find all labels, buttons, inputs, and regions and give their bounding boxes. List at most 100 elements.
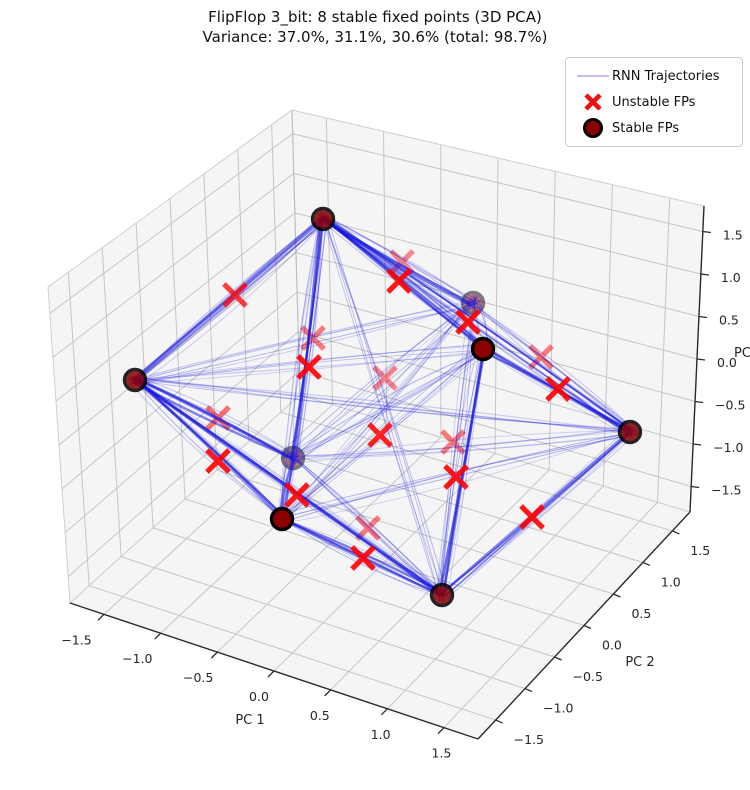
stable-fp-marker: [617, 419, 643, 445]
rnn-trajectory: [132, 376, 632, 435]
rnn-trajectory: [132, 374, 299, 458]
unstable-fp-marker: [386, 268, 412, 294]
rnn-trajectory: [131, 299, 484, 381]
rnn-trajectory: [285, 450, 446, 600]
legend: RNN Trajectories Unstable FPs Stable FPs: [565, 57, 743, 147]
rnn-trajectory: [279, 209, 324, 529]
rnn-trajectory: [322, 217, 444, 593]
rnn-trajectory: [319, 207, 450, 601]
axes-grid: [49, 117, 703, 729]
rnn-trajectory: [289, 433, 636, 461]
unstable-fp-marker: [440, 429, 466, 455]
rnn-trajectory: [131, 378, 284, 517]
tick-label: 0.5: [631, 606, 651, 621]
grid-line: [548, 171, 556, 470]
rnn-trajectory: [446, 341, 481, 598]
rnn-trajectory: [325, 211, 442, 604]
rnn-trajectory: [135, 303, 478, 384]
trajectory-line-icon: [574, 69, 612, 83]
axis-tick: [324, 689, 332, 697]
tick-label: 0.5: [310, 708, 330, 723]
rnn-trajectory: [287, 449, 441, 592]
rnn-trajectory: [291, 221, 323, 459]
rnn-trajectory: [292, 219, 320, 464]
unstable-fp-marker: [296, 354, 322, 380]
unstable-fp-marker: [545, 376, 571, 402]
tick-label: 1.0: [661, 574, 681, 589]
axis-tick: [694, 400, 704, 404]
grid-line: [294, 212, 700, 317]
grid-line: [271, 124, 282, 413]
rnn-trajectory: [324, 216, 473, 308]
axis-tick: [698, 315, 708, 319]
grid-line: [55, 212, 296, 402]
rnn-trajectory: [287, 433, 632, 458]
axis-tick: [210, 651, 218, 659]
rnn-trajectory: [323, 213, 482, 307]
rnn-trajectory: [137, 378, 294, 462]
rnn-trajectory: [274, 301, 475, 520]
rnn-trajectory: [284, 296, 475, 523]
stable-fp-marker: [269, 506, 295, 532]
axes-tick-labels: −1.5 −1.5 −1.5 −1.0 −1.0 −1.0 −0.5 −0.5 −0.5 0.0 0…: [61, 228, 745, 761]
markers-front: [122, 206, 643, 608]
rnn-trajectory: [129, 383, 287, 521]
legend-item-unstable: Unstable FPs: [574, 89, 734, 115]
grid-line: [292, 133, 703, 232]
axis-tick: [380, 708, 388, 716]
rnn-trajectory: [438, 299, 470, 606]
rnn-trajectory: [122, 299, 473, 384]
grid-line: [293, 172, 702, 275]
stable-fp-marker: [429, 582, 455, 608]
axis-tick: [693, 443, 702, 446]
axis-tick: [700, 273, 709, 276]
markers-back: [205, 249, 554, 541]
grid-line: [602, 184, 613, 487]
tick-label: −1.0: [122, 651, 152, 666]
grid-line: [52, 172, 295, 358]
axis-label-pc3: PC 3: [734, 346, 750, 361]
axis-label-pc1: PC 1: [235, 713, 264, 728]
axes-titles: PC 1 PC 2 PC 3: [235, 346, 750, 728]
axes-panes: [47, 109, 705, 740]
axis-label-pc2: PC 2: [625, 655, 654, 670]
unstable-fp-marker: [528, 344, 554, 370]
rnn-trajectory: [436, 342, 480, 594]
unstable-fp-marker: [519, 504, 545, 530]
axis-tick: [524, 687, 533, 693]
rnn-trajectory: [133, 380, 637, 432]
grid-line: [386, 485, 604, 710]
rnn-trajectory: [133, 219, 328, 389]
legend-label: RNN Trajectories: [612, 68, 720, 84]
stable-fp-marker: [470, 336, 496, 362]
rnn-trajectory: [294, 349, 487, 456]
rnn-trajectory: [130, 217, 327, 386]
rnn-trajectory: [283, 299, 474, 524]
axis-tick: [691, 485, 700, 489]
rnn-trajectory: [136, 376, 635, 434]
axis-spine: [291, 109, 301, 396]
rnn-trajectory: [135, 216, 323, 380]
rnn-trajectory: [287, 298, 482, 457]
grid-line: [295, 252, 698, 360]
rnn-trajectory: [279, 300, 473, 519]
rnn-trajectory: [281, 426, 636, 458]
unstable-fp-marker: [443, 464, 469, 490]
rnn-trajectory: [288, 429, 635, 463]
tick-label: −1.5: [711, 483, 741, 498]
unstable-fp-marker: [350, 545, 376, 571]
rnn-trajectory: [321, 217, 486, 348]
legend-item-stable: Stable FPs: [574, 115, 734, 141]
stable-fp-marker: [310, 206, 336, 232]
tick-label: −0.5: [183, 670, 213, 685]
stable-fp-circle-icon: [574, 116, 612, 140]
axis-tick: [495, 719, 503, 724]
grid-line: [49, 133, 293, 314]
tick-label: 0.0: [717, 355, 737, 370]
grid-line: [657, 197, 671, 503]
rnn-trajectory: [288, 451, 449, 598]
unstable-fp-marker: [367, 422, 393, 448]
rnn-trajectory: [135, 377, 286, 518]
tick-label: −1.0: [543, 701, 573, 716]
tick-label: 1.5: [432, 746, 452, 761]
